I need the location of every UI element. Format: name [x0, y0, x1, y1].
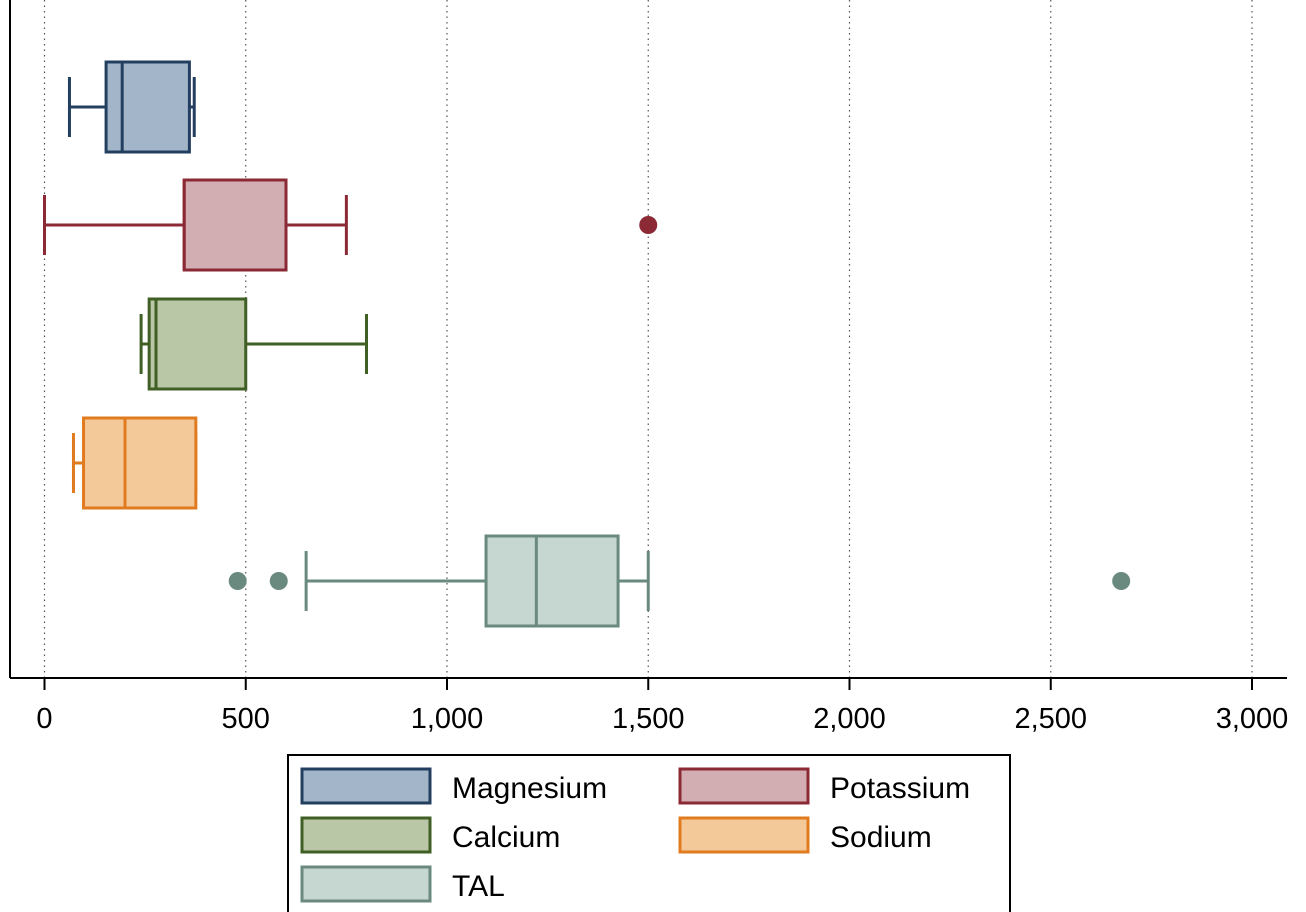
legend-swatch [300, 865, 432, 903]
box-sodium [71, 416, 198, 510]
legend-label: Magnesium [452, 772, 607, 805]
legend-label: Sodium [830, 821, 932, 854]
iqr-box [104, 60, 191, 154]
legend-label: Potassium [830, 772, 970, 805]
legend-label: Calcium [452, 821, 560, 854]
box-tal [228, 534, 1131, 628]
legend-item-magnesium: Magnesium [300, 767, 607, 805]
legend-swatch [300, 767, 432, 805]
box-calcium [139, 297, 368, 391]
legend-swatch [678, 767, 810, 805]
iqr-box [484, 534, 620, 628]
x-tick-label-0: 0 [36, 703, 52, 735]
x-tick-label-5: 2,500 [1014, 703, 1087, 735]
legend-item-potassium: Potassium [678, 767, 970, 805]
legend: Magnesium Potassium Calcium Sodium TAL [287, 754, 1011, 912]
box-potassium [43, 178, 658, 272]
outlier-point-0 [228, 572, 247, 590]
box-magnesium [67, 60, 196, 154]
x-tick-label-6: 3,000 [1216, 703, 1289, 735]
legend-swatch [678, 816, 810, 854]
x-tick-label-1: 500 [222, 703, 270, 735]
iqr-box [147, 297, 248, 391]
legend-item-calcium: Calcium [300, 816, 560, 854]
iqr-box [182, 178, 288, 272]
legend-label: TAL [452, 870, 505, 903]
legend-item-sodium: Sodium [678, 816, 932, 854]
x-tick-label-4: 2,000 [813, 703, 886, 735]
outlier-point-0 [639, 216, 658, 234]
x-tick-label-3: 1,500 [612, 703, 685, 735]
outlier-point-1 [269, 572, 288, 590]
legend-swatch [300, 816, 432, 854]
iqr-box [82, 416, 198, 510]
legend-item-tal: TAL [300, 865, 505, 903]
outlier-point-2 [1112, 572, 1131, 590]
x-tick-label-2: 1,000 [411, 703, 484, 735]
